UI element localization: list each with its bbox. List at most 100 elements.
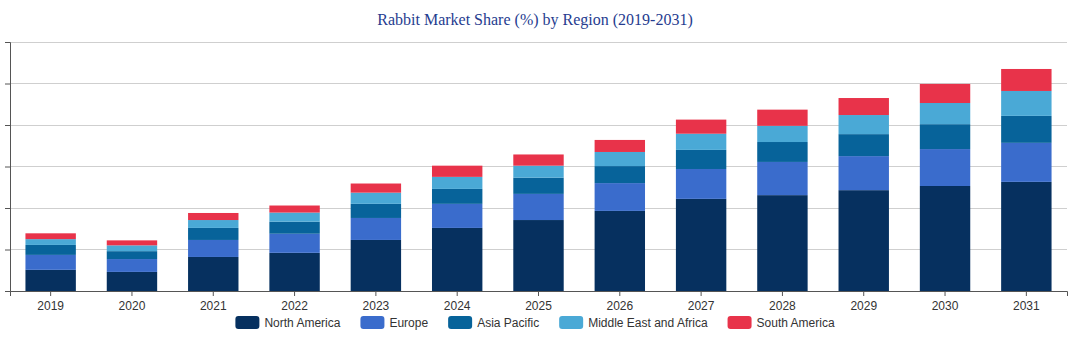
bar	[107, 245, 157, 251]
tick-mark	[5, 250, 10, 251]
bar	[920, 84, 970, 103]
bar	[432, 204, 482, 228]
grid	[10, 42, 1067, 291]
tick-label: 2021	[200, 299, 227, 313]
bar	[839, 115, 889, 134]
legend-item: Middle East and Africa	[559, 316, 708, 330]
bar	[432, 189, 482, 204]
x-axis: 2019202020212022202320242025202620272028…	[11, 291, 1068, 313]
bar	[269, 206, 319, 213]
y-axis	[5, 43, 11, 292]
tick-label: 2022	[281, 299, 308, 313]
tick	[5, 250, 10, 251]
bar	[188, 228, 238, 240]
bar	[676, 120, 726, 134]
tick-mark	[131, 291, 132, 296]
bar	[432, 177, 482, 189]
bar	[839, 190, 889, 291]
title: Rabbit Market Share (%) by Region (2019-…	[377, 11, 692, 29]
tick	[5, 84, 10, 85]
bar	[757, 162, 807, 195]
tick-label: 2026	[606, 299, 633, 313]
tick-mark	[1026, 291, 1027, 296]
tick-mark	[701, 291, 702, 296]
tick-mark	[5, 291, 10, 292]
bar	[513, 220, 563, 291]
legend-swatch	[559, 316, 583, 329]
series	[25, 91, 1051, 251]
tick-mark	[863, 291, 864, 296]
bar	[595, 183, 645, 211]
legend-swatch	[235, 316, 259, 329]
bar	[25, 255, 75, 270]
bar	[351, 218, 401, 240]
bar	[107, 259, 157, 272]
bar	[269, 234, 319, 253]
tick	[5, 125, 10, 126]
series	[25, 69, 1051, 245]
bar	[757, 195, 807, 291]
tick-mark	[5, 125, 10, 126]
plot: 2019202020212022202320242025202620272028…	[5, 42, 1068, 313]
bar	[676, 169, 726, 199]
bar	[757, 110, 807, 126]
legend-label: South America	[757, 316, 835, 330]
tick: 2025	[525, 291, 552, 313]
bar	[432, 166, 482, 177]
bar	[351, 204, 401, 218]
legend-item: North America	[235, 316, 340, 330]
bar	[269, 222, 319, 234]
bar	[188, 257, 238, 291]
legend-label: North America	[264, 316, 340, 330]
tick: 2031	[1013, 291, 1040, 313]
bar	[269, 253, 319, 291]
tick	[5, 208, 10, 209]
tick	[5, 42, 10, 43]
tick-label: 2023	[363, 299, 390, 313]
bar	[1001, 143, 1051, 182]
tick: 2024	[444, 291, 471, 313]
tick	[5, 167, 10, 168]
tick-mark	[5, 208, 10, 209]
bar	[513, 194, 563, 220]
tick-mark	[5, 84, 10, 85]
bar	[1001, 116, 1051, 143]
bar	[25, 245, 75, 255]
legend: North AmericaEuropeAsia PacificMiddle Ea…	[235, 316, 835, 330]
bar	[920, 186, 970, 291]
tick: 2028	[769, 291, 796, 313]
tick-label: 2020	[119, 299, 146, 313]
tick-label: 2025	[525, 299, 552, 313]
bar	[1001, 69, 1051, 91]
tick: 2021	[200, 291, 227, 313]
tick: 2027	[688, 291, 715, 313]
legend-swatch	[448, 316, 472, 329]
tick-mark	[50, 291, 51, 296]
bar	[839, 134, 889, 156]
bar	[920, 149, 970, 186]
grid-line	[10, 125, 1067, 126]
bar	[432, 228, 482, 291]
bar	[595, 152, 645, 166]
tick: 2029	[850, 291, 877, 313]
bar	[107, 272, 157, 291]
legend-swatch	[728, 316, 752, 329]
tick-mark	[375, 291, 376, 296]
tick: 2026	[606, 291, 633, 313]
legend-item: Asia Pacific	[448, 316, 539, 330]
bar	[757, 126, 807, 142]
bar	[1001, 182, 1051, 291]
series	[25, 116, 1051, 259]
tick-mark	[213, 291, 214, 296]
bar	[269, 213, 319, 222]
tick-mark	[945, 291, 946, 296]
grid-line	[10, 83, 1067, 84]
bar	[513, 154, 563, 165]
bar	[676, 199, 726, 291]
bar	[25, 270, 75, 291]
bar	[676, 134, 726, 150]
legend-swatch	[360, 316, 384, 329]
series	[25, 182, 1051, 291]
tick-mark	[5, 167, 10, 168]
bars	[25, 69, 1051, 291]
